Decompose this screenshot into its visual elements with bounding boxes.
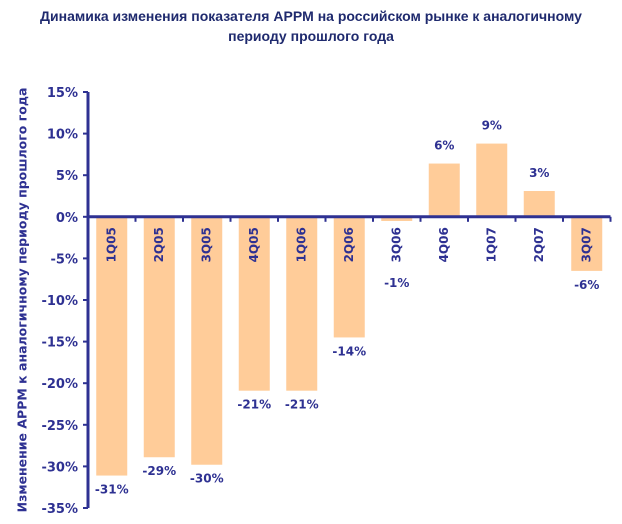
category-label: 1Q06	[295, 227, 309, 262]
data-label: -31%	[95, 483, 129, 497]
data-label: -30%	[190, 472, 224, 486]
y-tick-label: -25%	[41, 419, 78, 434]
data-label: -21%	[285, 398, 319, 412]
bar-3Q06	[381, 216, 413, 221]
category-label: 1Q07	[485, 227, 499, 262]
y-tick-label: 10%	[47, 128, 78, 143]
chart-title: Динамика изменения показателя APPM на ро…	[0, 6, 622, 46]
y-tick-label: 0%	[56, 211, 78, 226]
data-label: 9%	[482, 119, 502, 133]
data-label: -29%	[142, 464, 176, 478]
bar-2Q06	[333, 216, 365, 338]
data-label: 3%	[529, 166, 549, 180]
bar-1Q07	[476, 143, 508, 217]
category-label: 4Q05	[247, 227, 261, 262]
category-label: 1Q05	[105, 227, 119, 262]
data-label: -6%	[574, 278, 599, 292]
category-label: 2Q07	[532, 227, 546, 262]
category-label: 3Q05	[200, 227, 214, 262]
data-label: -21%	[237, 398, 271, 412]
data-label: 6%	[434, 139, 454, 153]
y-tick-label: -35%	[41, 502, 78, 517]
bar-1Q05	[96, 216, 128, 476]
y-tick-label: -5%	[51, 252, 78, 267]
data-label: -14%	[332, 344, 366, 358]
y-tick-label: -20%	[41, 377, 78, 392]
chart-title-line1: Динамика изменения показателя APPM на ро…	[40, 8, 582, 24]
category-label: 3Q07	[580, 227, 594, 262]
bar-1Q06	[286, 216, 318, 391]
category-label: 2Q05	[152, 227, 166, 262]
data-label: -1%	[384, 276, 409, 290]
y-tick-label: 15%	[47, 86, 78, 101]
bar-4Q05	[238, 216, 270, 391]
chart-title-line2: периоду прошлого года	[228, 28, 394, 44]
category-label: 4Q06	[437, 227, 451, 262]
y-axis-title: Изменение APPM к аналогичному периоду пр…	[15, 88, 30, 513]
y-tick-label: -15%	[41, 336, 78, 351]
y-tick-label: -10%	[41, 294, 78, 309]
bar-3Q07	[571, 216, 603, 271]
category-label: 3Q06	[390, 227, 404, 262]
bar-2Q05	[143, 216, 175, 458]
bar-4Q06	[428, 163, 460, 217]
y-tick-label: 5%	[56, 169, 78, 184]
bar-2Q07	[523, 191, 555, 217]
category-label: 2Q06	[342, 227, 356, 262]
bar-3Q05	[191, 216, 223, 465]
y-tick-label: -30%	[41, 460, 78, 475]
